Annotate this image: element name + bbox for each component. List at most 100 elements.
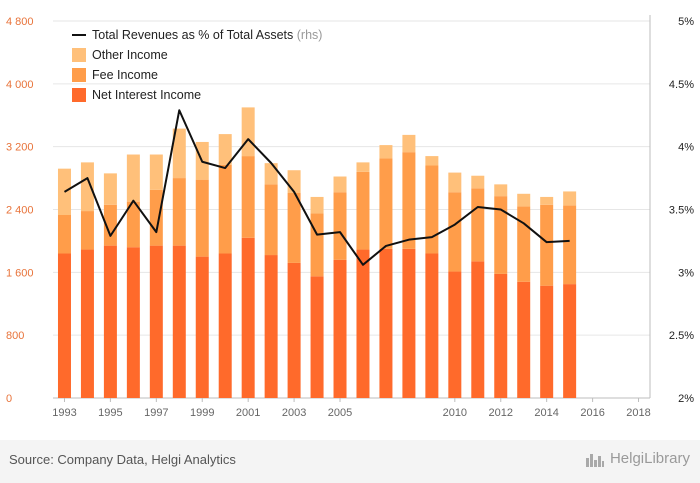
bar-net-interest-income xyxy=(494,273,508,398)
bar-other-income xyxy=(425,156,439,166)
line-total-revenues-pct-assets xyxy=(63,109,570,266)
bar-other-income xyxy=(287,170,301,194)
bar-net-interest-income xyxy=(287,262,301,398)
bar-net-interest-income xyxy=(218,253,232,398)
helgi-library-logo[interactable]: HelgiLibrary xyxy=(585,450,690,467)
stacked-bar-line-chart: 0 800 1 600 2 400 3 200 4 000 4 800 2% 2.5% 3% 3.5… xyxy=(6,15,694,419)
bar-other-income xyxy=(448,172,462,193)
legend-label: Fee Income xyxy=(92,68,158,82)
bar-net-interest-income xyxy=(264,255,278,398)
logo-text: HelgiLibrary xyxy=(609,450,690,467)
y-tick-label-left: 800 xyxy=(6,330,24,342)
x-tick-label: 1995 xyxy=(98,407,122,419)
source-note: Source: Company Data, Helgi Analytics xyxy=(9,452,236,467)
bar-other-income xyxy=(264,163,278,185)
city-skyline-icon xyxy=(585,453,604,467)
bar-fee-income xyxy=(425,165,439,254)
bar-fee-income xyxy=(103,204,117,246)
bar-fee-income xyxy=(264,184,278,256)
y-tick-label-right: 2.5% xyxy=(669,330,694,342)
bar-other-income xyxy=(149,154,163,190)
bar-other-income xyxy=(218,134,232,165)
bar-net-interest-income xyxy=(402,248,416,398)
bar-fee-income xyxy=(448,192,462,272)
bar-other-income xyxy=(126,154,140,202)
bar-fee-income xyxy=(517,206,531,282)
y-tick-label-right: 3.5% xyxy=(669,205,694,217)
bar-net-interest-income xyxy=(80,249,94,398)
y-tick-label-right: 5% xyxy=(678,16,694,28)
y-tick-label-left: 3 200 xyxy=(6,142,34,154)
bar-net-interest-income xyxy=(172,245,186,398)
bar-fee-income xyxy=(80,211,94,250)
y-tick-label-left: 4 800 xyxy=(6,16,34,28)
bar-fee-income xyxy=(563,205,577,285)
bar-other-income xyxy=(540,196,554,205)
bar-other-income xyxy=(494,184,508,197)
y-tick-label-right: 2% xyxy=(678,393,694,405)
bar-net-interest-income xyxy=(379,248,393,398)
bar-fee-income xyxy=(287,193,301,263)
bar-fee-income xyxy=(126,201,140,248)
bar-fee-income xyxy=(471,188,485,262)
bar-other-income xyxy=(471,175,485,189)
bar-net-interest-income xyxy=(126,247,140,398)
bar-fee-income xyxy=(356,171,370,250)
bar-net-interest-income xyxy=(149,245,163,398)
bar-fee-income xyxy=(218,164,232,254)
legend-label-text: Net Interest Income xyxy=(92,88,201,102)
bar-other-income xyxy=(80,162,94,212)
bar-fee-income xyxy=(494,196,508,274)
legend-label-text: Total Revenues as % of Total Assets xyxy=(92,28,293,42)
x-tick-label: 2016 xyxy=(580,407,604,419)
legend-label: Other Income xyxy=(92,48,168,62)
bar-net-interest-income xyxy=(57,253,71,398)
bar-other-income xyxy=(310,196,324,214)
bar-fee-income xyxy=(379,158,393,249)
bar-net-interest-income xyxy=(448,271,462,398)
bar-net-interest-income xyxy=(333,259,347,398)
legend-label: Net Interest Income xyxy=(92,88,201,102)
bar-fee-income xyxy=(402,152,416,249)
x-tick-label: 2005 xyxy=(328,407,352,419)
bar-other-income xyxy=(103,173,117,205)
bar-other-income xyxy=(333,176,347,193)
bar-fee-income xyxy=(172,178,186,246)
bar-net-interest-income xyxy=(425,253,439,398)
bar-fee-income xyxy=(149,189,163,246)
bar-fee-income xyxy=(333,192,347,260)
y-tick-label-left: 0 xyxy=(6,393,12,405)
bar-fee-income xyxy=(195,179,209,257)
bar-net-interest-income xyxy=(356,249,370,398)
bar-net-interest-income xyxy=(471,261,485,398)
bar-net-interest-income xyxy=(195,256,209,398)
legend-label-note: (rhs) xyxy=(293,28,322,42)
bar-other-income xyxy=(517,193,531,207)
y-tick-label-right: 4% xyxy=(678,142,694,154)
legend-box-swatch xyxy=(72,48,86,62)
bar-fee-income xyxy=(241,156,255,238)
legend-label: Total Revenues as % of Total Assets (rhs… xyxy=(92,28,322,42)
bar-net-interest-income xyxy=(241,237,255,398)
bar-net-interest-income xyxy=(563,284,577,398)
x-tick-label: 1999 xyxy=(190,407,214,419)
x-tick-label: 1997 xyxy=(144,407,168,419)
bar-other-income xyxy=(172,128,186,179)
legend-label-text: Fee Income xyxy=(92,68,158,82)
x-tick-label: 2018 xyxy=(626,407,650,419)
bar-other-income xyxy=(241,107,255,157)
bar-other-income xyxy=(356,162,370,172)
x-tick-label: 2014 xyxy=(534,407,558,419)
y-tick-label-left: 4 000 xyxy=(6,79,34,91)
x-tick-label: 1993 xyxy=(52,407,76,419)
x-tick-label: 2001 xyxy=(236,407,260,419)
x-tick-label: 2003 xyxy=(282,407,306,419)
y-tick-label-left: 2 400 xyxy=(6,205,34,217)
bar-fee-income xyxy=(540,204,554,286)
footer: Source: Company Data, Helgi Analytics He… xyxy=(0,440,700,483)
bar-other-income xyxy=(563,191,577,206)
legend-label-text: Other Income xyxy=(92,48,168,62)
bar-fee-income xyxy=(57,214,71,254)
bar-other-income xyxy=(379,145,393,159)
